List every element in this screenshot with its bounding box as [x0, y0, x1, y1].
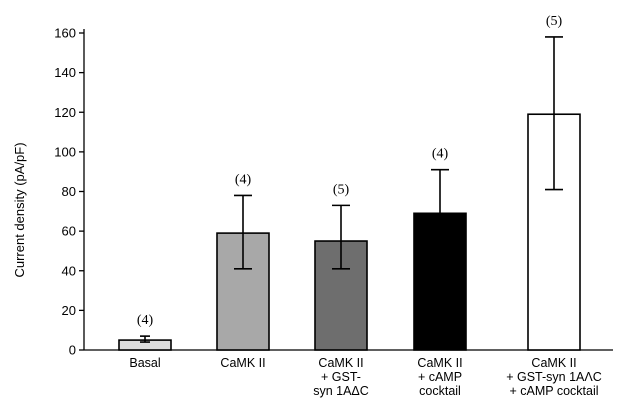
y-tick-label: 20	[62, 303, 76, 318]
y-axis: 0 20 40 60 80 100 120 140 160	[54, 26, 85, 358]
y-tick-label: 60	[62, 224, 76, 239]
x-tick-label: cocktail	[419, 384, 461, 398]
y-tick-label: 140	[54, 65, 76, 80]
y-axis-label: Current density (pA/pF)	[12, 142, 27, 277]
y-tick-label: 100	[54, 144, 76, 159]
n-label: (4)	[235, 172, 252, 187]
bars: (4) (4) (5) (4) (5)	[118, 14, 581, 351]
x-tick-label: CaMK II	[220, 356, 265, 370]
n-label: (4)	[137, 313, 154, 328]
x-tick-label: CaMK II	[417, 356, 462, 370]
x-tick-label: + cAMP cocktail	[509, 384, 598, 398]
x-tick-label: CaMK II	[318, 356, 363, 370]
y-tick-label: 160	[54, 26, 76, 41]
y-tick-label: 120	[54, 105, 76, 120]
n-label: (5)	[333, 182, 350, 197]
x-tick-label: Basal	[129, 356, 160, 370]
x-tick-label: CaMK II	[531, 356, 576, 370]
x-tick-label: + GST-syn 1AΛC	[506, 370, 602, 384]
x-tick-label: syn 1AΔC	[313, 384, 369, 398]
y-tick-label: 0	[69, 343, 76, 358]
x-tick-label: + cAMP	[418, 370, 462, 384]
y-tick-label: 80	[62, 184, 76, 199]
n-label: (5)	[546, 14, 563, 29]
x-tick-label: + GST-	[321, 370, 361, 384]
n-label: (4)	[432, 147, 449, 162]
y-tick-label: 40	[62, 263, 76, 278]
